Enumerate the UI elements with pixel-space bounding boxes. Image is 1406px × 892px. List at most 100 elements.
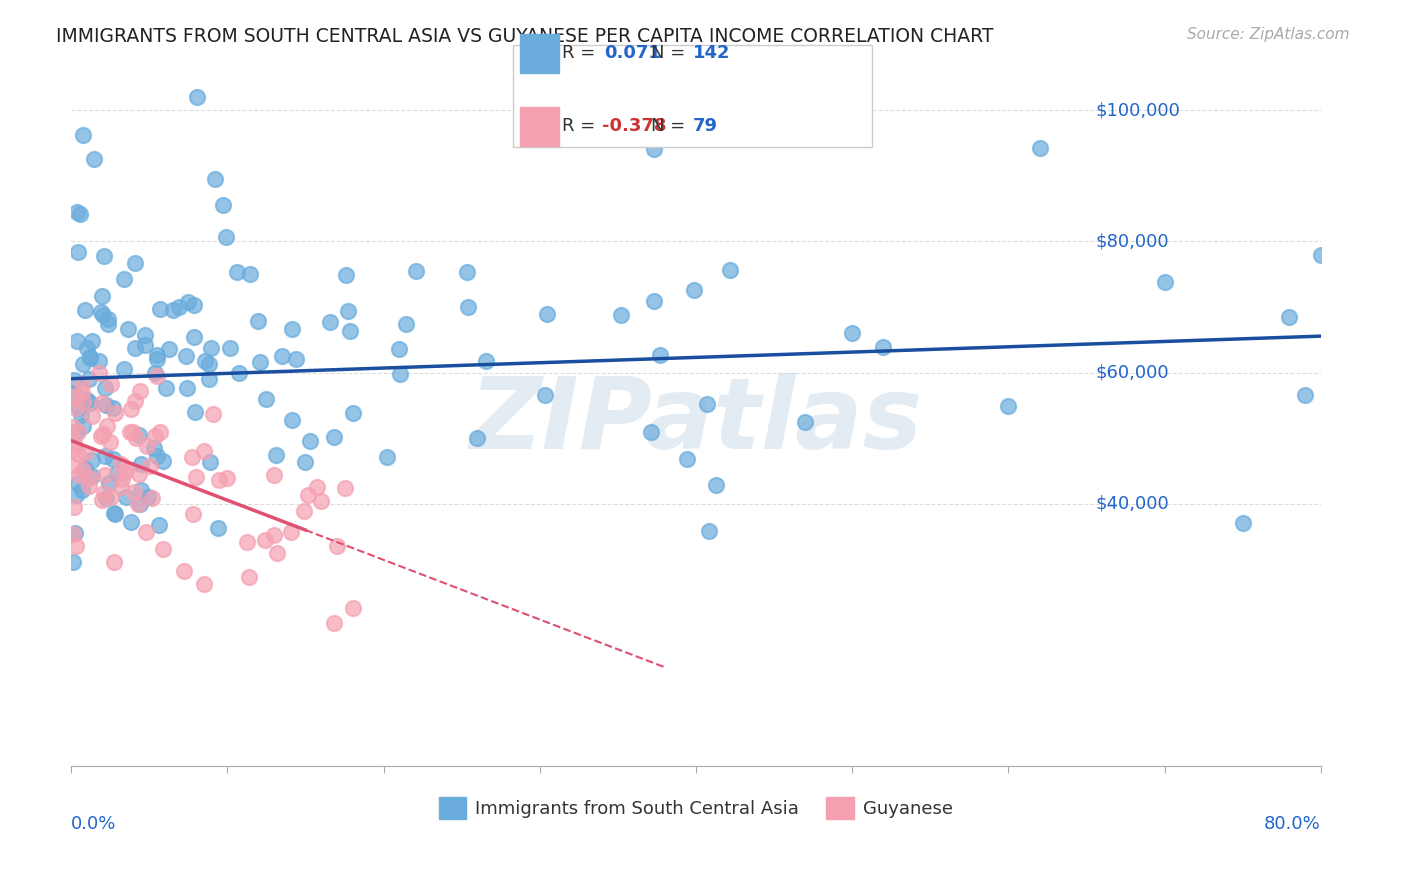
Point [138,458,160,473]
Point [112,362,135,376]
Point [610,309,633,323]
Text: 0.0%: 0.0% [72,814,117,832]
Point [122,485,145,500]
Point [271,349,294,363]
Point [388,368,411,382]
Point [643,294,665,309]
Point [77,372,100,386]
Point [97,311,120,326]
Point [339,324,361,338]
Point [62,442,84,457]
Text: $60,000: $60,000 [1095,364,1170,382]
Point [87,366,110,380]
Point [285,352,308,367]
Point [105,467,128,481]
Point [91,289,114,303]
Point [129,483,152,498]
Point [294,455,316,469]
Point [67,244,90,259]
Point [225,265,247,279]
Point [114,490,136,504]
Point [997,399,1019,413]
Point [94,468,117,483]
Point [93,249,115,263]
Point [292,504,315,518]
Point [136,439,159,453]
Point [120,402,142,417]
Point [66,425,89,439]
Point [1324,399,1347,413]
Point [72,419,94,434]
Point [254,392,277,407]
Point [456,265,478,279]
Point [536,307,558,321]
Point [65,488,87,502]
Point [70,408,93,422]
Point [90,305,112,319]
Point [112,271,135,285]
Text: $100,000: $100,000 [1095,102,1181,120]
Point [97,317,120,331]
Point [236,534,259,549]
Point [110,480,132,494]
Point [104,406,127,420]
Point [264,448,287,462]
Point [72,358,94,372]
Point [309,494,332,508]
Point [100,376,122,391]
Point [186,90,208,104]
Point [90,493,112,508]
Point [207,473,229,487]
Point [62,373,84,387]
Point [145,348,167,362]
Point [94,380,117,394]
Text: -0.378: -0.378 [602,117,666,135]
Point [76,341,98,355]
Point [704,478,727,492]
Point [718,263,741,277]
Point [174,349,197,363]
Point [104,507,127,521]
Point [323,430,346,444]
Point [266,546,288,560]
Point [181,450,204,464]
Point [650,348,672,362]
Point [841,326,863,340]
Point [63,390,86,404]
Point [342,406,364,420]
Point [120,516,142,530]
Point [395,318,418,332]
Point [65,540,87,554]
Point [872,341,894,355]
Point [63,526,86,541]
Point [66,476,89,491]
Point [640,425,662,440]
Text: ZIPatlas: ZIPatlas [470,374,922,470]
Point [193,444,215,458]
Point [249,355,271,369]
Point [128,384,150,398]
Point [239,267,262,281]
Point [62,419,84,434]
Point [129,497,152,511]
Point [333,481,356,495]
Point [121,425,143,439]
Point [152,453,174,467]
Point [72,462,94,476]
Point [67,467,90,482]
Point [72,128,94,143]
Point [534,388,557,402]
Point [90,428,112,442]
Point [280,413,302,427]
Point [129,457,152,471]
Point [80,334,103,349]
Point [183,405,205,419]
Point [114,465,136,479]
Point [218,341,240,355]
Point [1278,310,1301,325]
Point [124,341,146,355]
Point [100,490,122,504]
Point [62,555,84,569]
Point [323,615,346,630]
Point [98,434,121,449]
